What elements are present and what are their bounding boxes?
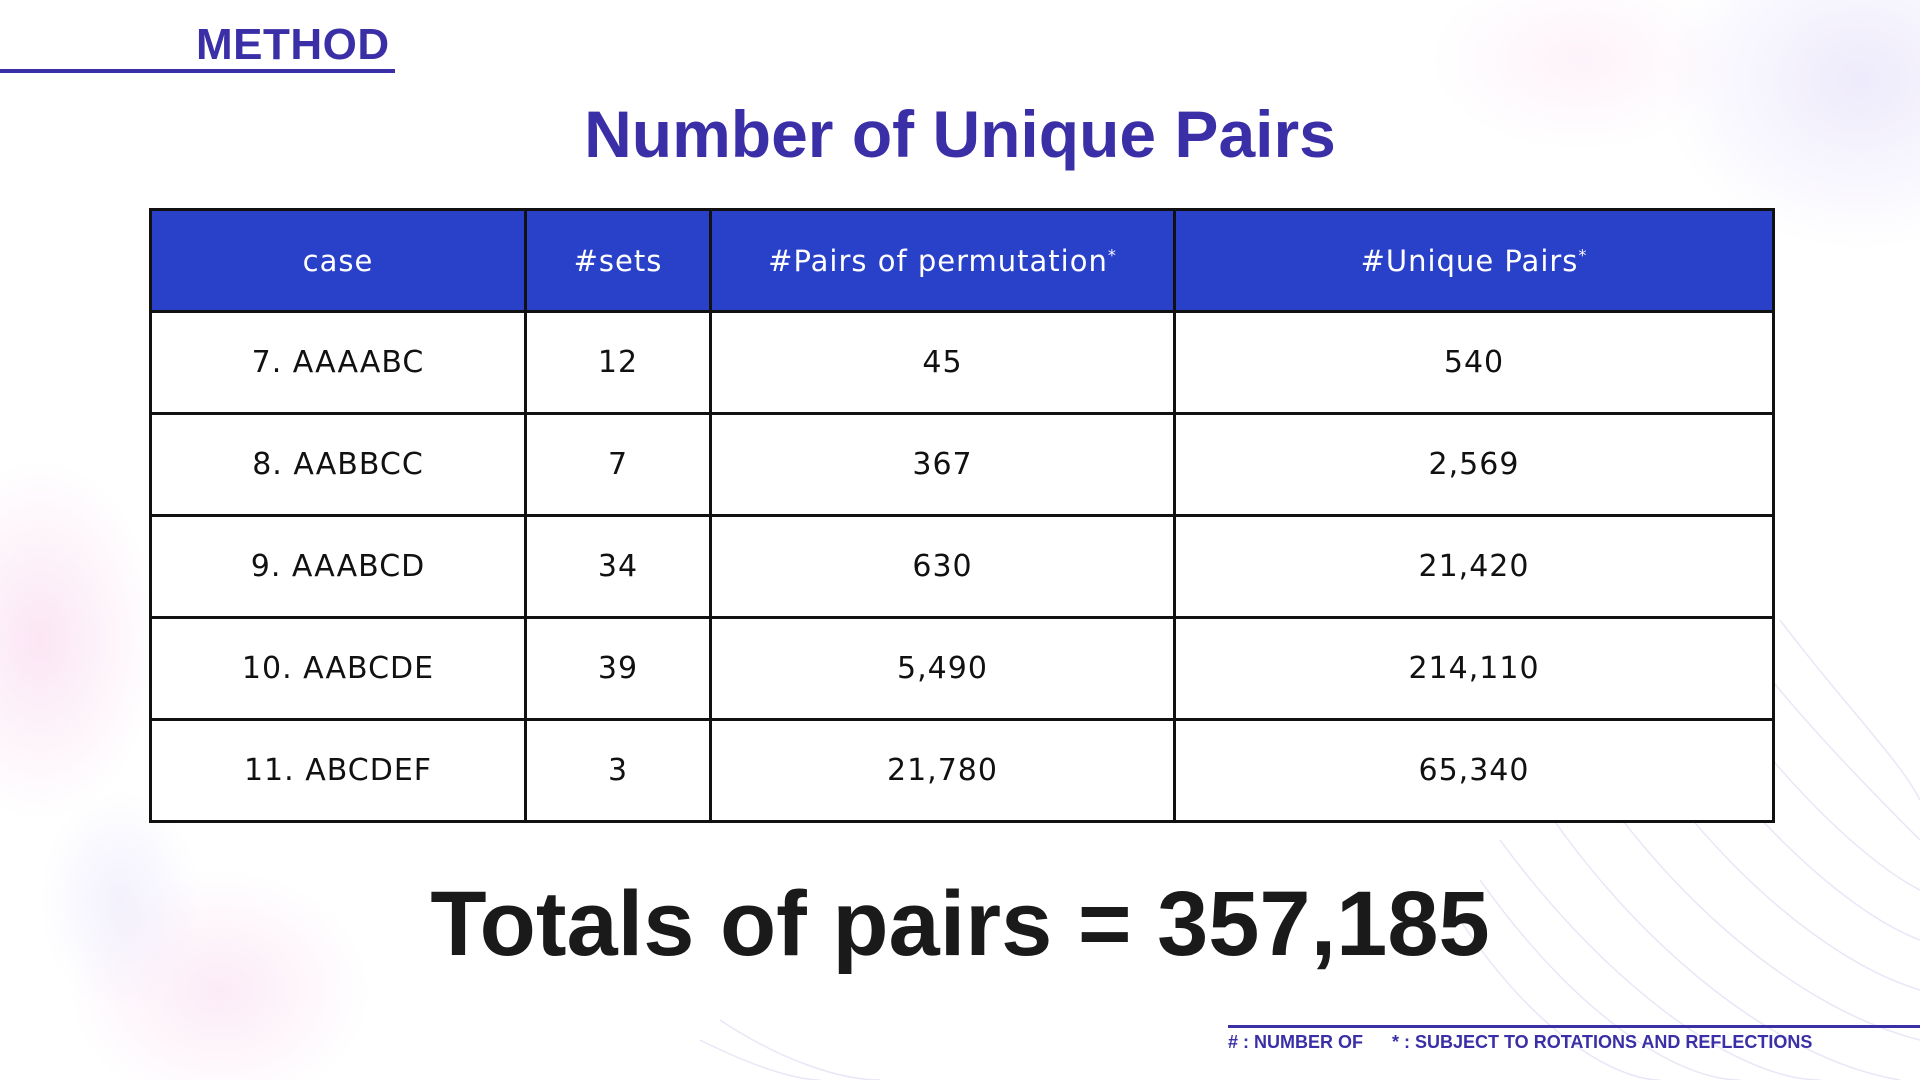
table-row: 11. ABCDEF 3 21,780 65,340 <box>149 718 1775 823</box>
section-underline <box>0 69 395 73</box>
header-case: case <box>149 208 527 313</box>
table-row: 10. AABCDE 39 5,490 214,110 <box>149 616 1775 721</box>
cell-unique-pairs: 21,420 <box>1173 514 1775 619</box>
table-row: 8. AABBCC 7 367 2,569 <box>149 412 1775 517</box>
totals-of-pairs: Totals of pairs = 357,185 <box>430 873 1490 975</box>
footnote-divider <box>1228 1025 1920 1028</box>
cell-pairs: 21,780 <box>709 718 1176 823</box>
unique-pairs-table: case #sets #Pairs of permutation* #Uniqu… <box>149 208 1775 823</box>
cell-pairs: 367 <box>709 412 1176 517</box>
cell-pairs: 45 <box>709 310 1176 415</box>
cell-sets: 3 <box>524 718 712 823</box>
cell-sets: 39 <box>524 616 712 721</box>
footnote-number-of: # : NUMBER OF <box>1228 1032 1363 1052</box>
cell-unique-pairs: 2,569 <box>1173 412 1775 517</box>
table-header-row: case #sets #Pairs of permutation* #Uniqu… <box>149 208 1775 313</box>
cell-pairs: 630 <box>709 514 1176 619</box>
header-pairs-of-permutation: #Pairs of permutation* <box>709 208 1176 313</box>
cell-sets: 12 <box>524 310 712 415</box>
cell-case: 9. AAABCD <box>149 514 527 619</box>
cell-pairs: 5,490 <box>709 616 1176 721</box>
cell-case: 8. AABBCC <box>149 412 527 517</box>
cell-sets: 34 <box>524 514 712 619</box>
cell-sets: 7 <box>524 412 712 517</box>
cell-case: 7. AAAABC <box>149 310 527 415</box>
table-row: 7. AAAABC 12 45 540 <box>149 310 1775 415</box>
footnote-subject-to: * : SUBJECT TO ROTATIONS AND REFLECTIONS <box>1392 1032 1813 1052</box>
cell-case: 11. ABCDEF <box>149 718 527 823</box>
cell-unique-pairs: 540 <box>1173 310 1775 415</box>
header-sets: #sets <box>524 208 712 313</box>
cell-unique-pairs: 214,110 <box>1173 616 1775 721</box>
section-label: METHOD <box>196 20 390 69</box>
cell-unique-pairs: 65,340 <box>1173 718 1775 823</box>
header-unique-pairs: #Unique Pairs* <box>1173 208 1775 313</box>
table-row: 9. AAABCD 34 630 21,420 <box>149 514 1775 619</box>
slide-title: Number of Unique Pairs <box>584 97 1336 171</box>
cell-case: 10. AABCDE <box>149 616 527 721</box>
